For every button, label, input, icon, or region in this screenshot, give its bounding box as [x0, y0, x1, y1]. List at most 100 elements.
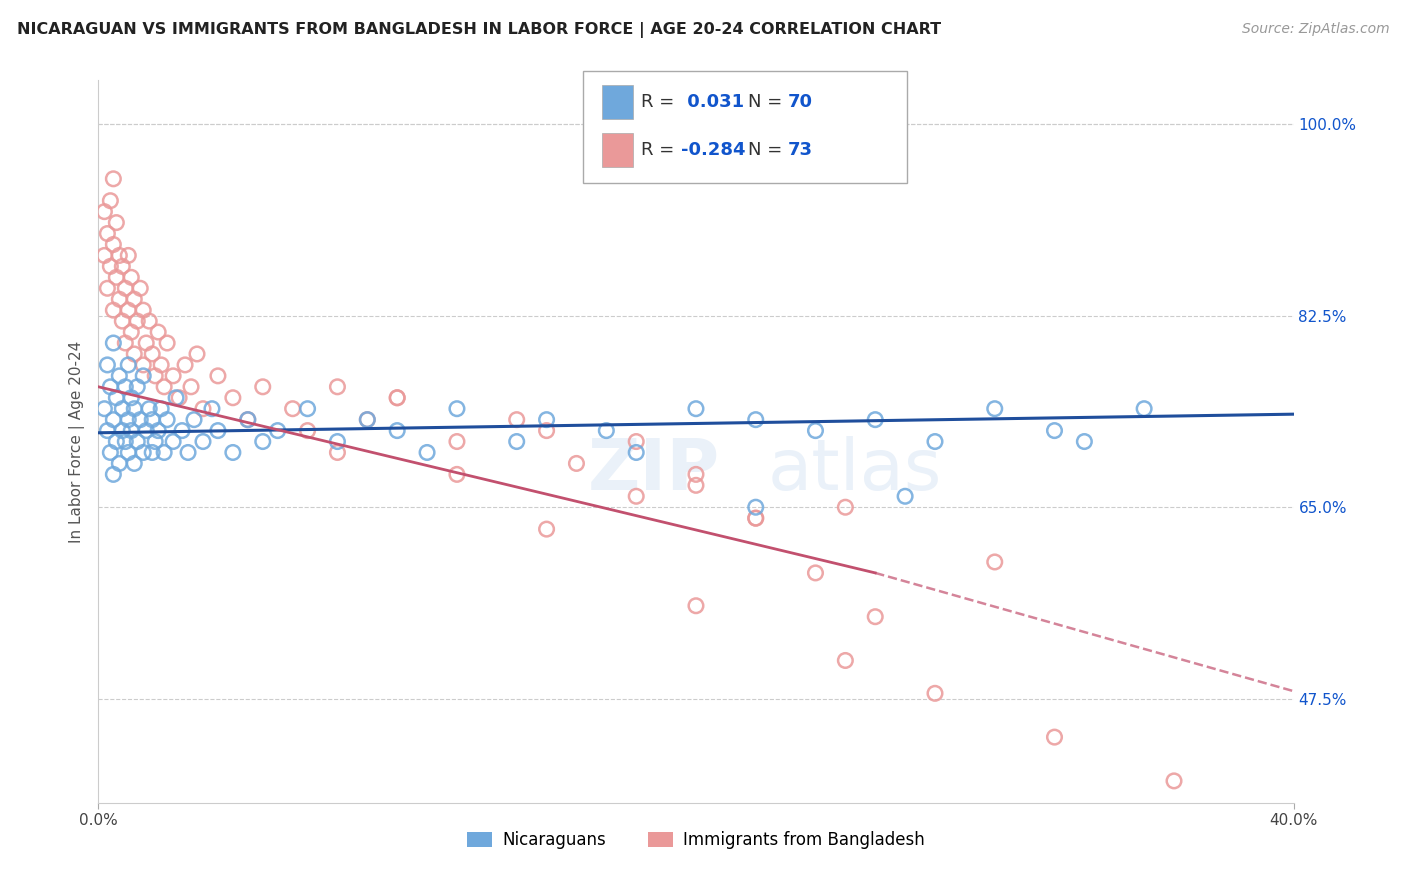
Legend: Nicaraguans, Immigrants from Bangladesh: Nicaraguans, Immigrants from Bangladesh [461, 824, 931, 856]
Point [127, 314, 149, 328]
Point [114, 281, 136, 295]
Point [222, 391, 245, 405]
Point [1043, 730, 1066, 744]
Point [416, 445, 439, 459]
Point [626, 489, 648, 503]
Point [267, 424, 290, 438]
Point [127, 380, 149, 394]
Point [167, 391, 190, 405]
Point [174, 358, 197, 372]
Point [111, 401, 134, 416]
Point [117, 303, 139, 318]
Point [143, 434, 166, 449]
Point [685, 467, 707, 482]
Point [135, 336, 157, 351]
Point [1133, 401, 1156, 416]
Point [281, 401, 304, 416]
Point [446, 401, 468, 416]
Point [127, 434, 149, 449]
Point [117, 445, 139, 459]
Point [105, 270, 128, 285]
Point [506, 434, 529, 449]
Point [98, 445, 122, 459]
Point [297, 401, 319, 416]
Point [924, 686, 946, 700]
Point [745, 412, 768, 426]
Point [1073, 434, 1095, 449]
Point [356, 412, 378, 426]
Point [132, 368, 155, 383]
Point [93, 248, 115, 262]
Point [117, 412, 139, 426]
Point [685, 599, 707, 613]
Point [150, 358, 173, 372]
Point [207, 368, 229, 383]
Point [153, 380, 176, 394]
Point [156, 412, 179, 426]
Point [120, 325, 142, 339]
Point [93, 204, 115, 219]
Point [108, 368, 131, 383]
Point [183, 412, 205, 426]
Point [111, 314, 134, 328]
Point [111, 260, 134, 274]
Point [865, 609, 887, 624]
Text: Source: ZipAtlas.com: Source: ZipAtlas.com [1241, 22, 1389, 37]
Point [804, 424, 827, 438]
Point [103, 303, 125, 318]
Point [124, 401, 146, 416]
Point [150, 401, 173, 416]
Point [162, 368, 184, 383]
Point [536, 522, 558, 536]
Point [132, 303, 155, 318]
Point [105, 216, 128, 230]
Point [98, 194, 122, 208]
Point [186, 347, 208, 361]
Point [446, 434, 468, 449]
Point [156, 336, 179, 351]
Point [536, 412, 558, 426]
Point [385, 424, 409, 438]
Point [129, 412, 152, 426]
Point [984, 555, 1007, 569]
Point [834, 500, 856, 515]
Point [141, 347, 163, 361]
Point [120, 391, 142, 405]
Point [96, 227, 118, 241]
Point [96, 358, 118, 372]
Point [191, 434, 214, 449]
Point [108, 248, 131, 262]
Point [162, 434, 184, 449]
Text: ZIP: ZIP [588, 436, 720, 505]
Point [98, 260, 122, 274]
Point [165, 391, 187, 405]
Text: 73: 73 [787, 141, 813, 159]
Point [117, 248, 139, 262]
Point [103, 412, 125, 426]
Point [105, 434, 128, 449]
Point [98, 380, 122, 394]
Point [894, 489, 917, 503]
Point [141, 412, 163, 426]
Point [103, 467, 125, 482]
Text: N =: N = [748, 94, 787, 112]
Point [804, 566, 827, 580]
Point [326, 434, 349, 449]
Point [117, 358, 139, 372]
Point [141, 445, 163, 459]
Text: NICARAGUAN VS IMMIGRANTS FROM BANGLADESH IN LABOR FORCE | AGE 20-24 CORRELATION : NICARAGUAN VS IMMIGRANTS FROM BANGLADESH… [17, 22, 941, 38]
Point [297, 424, 319, 438]
Point [984, 401, 1007, 416]
Point [132, 358, 155, 372]
Point [626, 445, 648, 459]
Point [385, 391, 409, 405]
Point [96, 424, 118, 438]
Point [132, 445, 155, 459]
Point [834, 653, 856, 667]
Point [595, 424, 617, 438]
Point [506, 412, 529, 426]
Point [207, 424, 229, 438]
Point [114, 380, 136, 394]
Point [356, 412, 378, 426]
Point [222, 445, 245, 459]
